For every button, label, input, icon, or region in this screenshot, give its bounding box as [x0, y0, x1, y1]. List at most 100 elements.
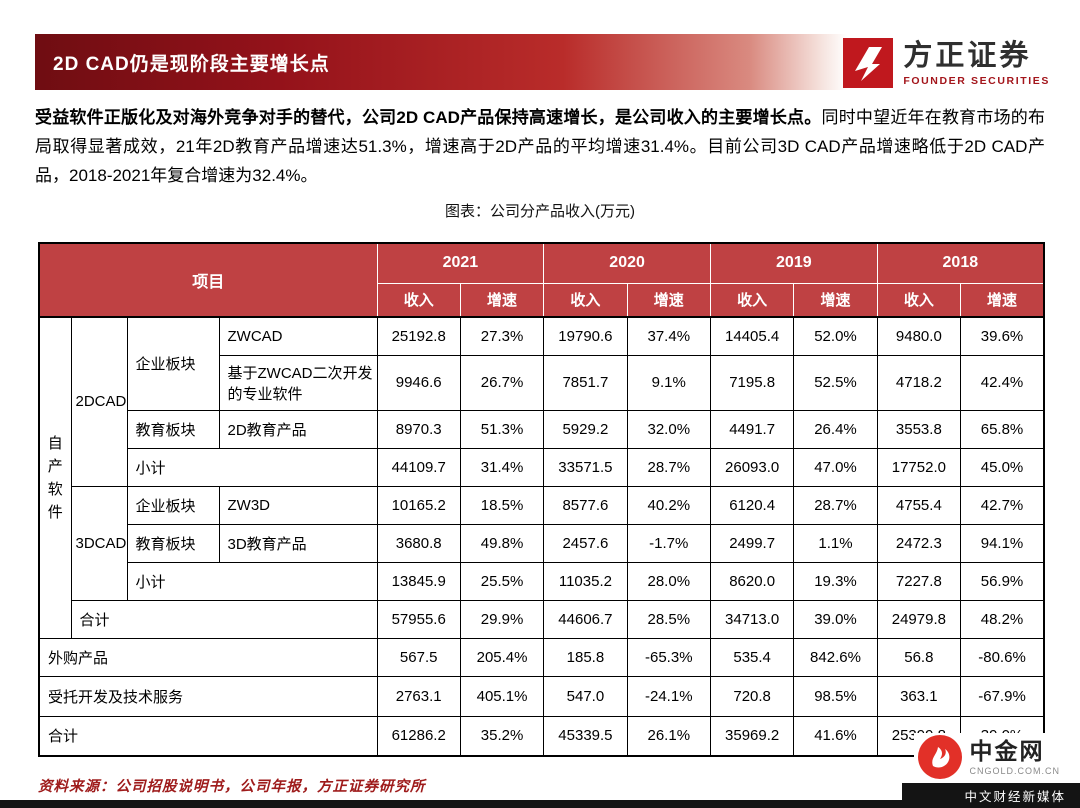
data-cell: 2457.6	[543, 523, 628, 563]
data-cell: 31.4%	[459, 447, 545, 487]
data-cell: 48.2%	[960, 599, 1045, 639]
row-self-produced-total: 合计 57955.6 29.9% 44606.7 28.5% 34713.0 3…	[39, 599, 1045, 639]
data-cell: 5929.2	[543, 409, 628, 449]
data-cell: 44606.7	[543, 599, 628, 639]
data-cell: 17752.0	[876, 447, 962, 487]
segment-label-enterprise: 企业板块	[126, 485, 220, 525]
data-cell: 13845.9	[376, 561, 461, 601]
data-cell: 26.4%	[793, 409, 878, 449]
data-cell: 94.1%	[960, 523, 1045, 563]
data-cell: -80.6%	[960, 637, 1045, 677]
data-cell: 205.4%	[459, 637, 545, 677]
data-cell: 7195.8	[709, 354, 795, 411]
subtotal-label-2d: 小计	[126, 447, 378, 487]
cngold-tagline: 中文财经新媒体	[902, 783, 1080, 808]
data-cell: 4755.4	[876, 485, 962, 525]
cngold-name: 中金网	[969, 737, 1045, 764]
data-cell: 19.3%	[793, 561, 878, 601]
summary-paragraph: 受益软件正版化及对海外竞争对手的替代，公司2D CAD产品保持高速增长，是公司收…	[35, 103, 1045, 190]
data-cell: 34713.0	[709, 599, 795, 639]
data-cell: 61286.2	[376, 715, 461, 757]
page-title: 2D CAD仍是现阶段主要增长点	[53, 53, 330, 75]
data-cell: 8620.0	[709, 561, 795, 601]
data-cell: 28.7%	[793, 485, 878, 525]
group-label-3dcad: 3DCAD	[70, 485, 128, 601]
founder-logo-icon	[843, 38, 894, 88]
row-2d-subtotal: 小计 44109.7 31.4% 33571.5 28.7% 26093.0 4…	[39, 447, 1045, 487]
data-cell: 2763.1	[376, 675, 461, 717]
data-cell: 9.1%	[626, 354, 711, 411]
data-cell: 28.7%	[626, 447, 711, 487]
data-cell: 9480.0	[876, 316, 962, 356]
group-label-2dcad: 2DCAD	[70, 316, 128, 487]
data-cell: 8970.3	[376, 409, 461, 449]
data-cell: 2499.7	[709, 523, 795, 563]
data-cell: 842.6%	[793, 637, 878, 677]
year-header-2021: 2021	[376, 242, 545, 284]
revenue-by-product-table: 项目 2021 2020 2019 2018 收入 增速 收入 增速 收入 增速…	[38, 242, 1045, 757]
product-label-zwcad: ZWCAD	[218, 316, 378, 356]
data-cell: 41.6%	[793, 715, 878, 757]
data-cell: 2472.3	[876, 523, 962, 563]
cngold-watermark: 中金网 CNGOLD.COM.CN	[914, 733, 1064, 781]
purchased-label: 外购产品	[38, 637, 378, 677]
data-cell: -24.1%	[626, 675, 711, 717]
table-caption: 图表：公司分产品收入(万元)	[445, 203, 635, 220]
data-cell: -65.3%	[626, 637, 711, 677]
table-header-row-years: 项目 2021 2020 2019 2018	[38, 242, 1045, 318]
data-cell: 40.2%	[626, 485, 711, 525]
data-cell: 720.8	[709, 675, 795, 717]
row-grand-total: 合计 61286.2 35.2% 45339.5 26.1% 35969.2 4…	[38, 715, 1045, 757]
data-cell: 44109.7	[376, 447, 461, 487]
data-cell: -1.7%	[626, 523, 711, 563]
data-cell: 26093.0	[709, 447, 795, 487]
segment-label-education: 教育板块	[126, 523, 220, 563]
row-3d-education: 教育板块 3D教育产品 3680.8 49.8% 2457.6 -1.7% 24…	[39, 523, 1045, 563]
year-header-2020: 2020	[543, 242, 711, 284]
summary-body: 同时中望近年在教育市场的布局取得显著成效，21年2D教育产品增速达51.3%，增…	[35, 108, 1045, 185]
data-cell: 39.6%	[960, 316, 1045, 356]
brand-name: 方正证券	[903, 39, 1032, 72]
cngold-text-block: 中金网 CNGOLD.COM.CN	[969, 737, 1060, 776]
data-cell: 35.2%	[459, 715, 545, 757]
row-entrusted-services: 受托开发及技术服务 2763.1 405.1% 547.0 -24.1% 720…	[38, 675, 1045, 717]
data-cell: 51.3%	[459, 409, 545, 449]
data-cell: 49.8%	[459, 523, 545, 563]
data-cell: 7851.7	[543, 354, 628, 411]
data-cell: 26.7%	[459, 354, 545, 411]
product-label-zwcad-derived: 基于ZWCAD二次开发的专业软件	[218, 354, 378, 411]
source-note: 资料来源：公司招股说明书，公司年报，方正证券研究所	[38, 779, 426, 795]
growth-header: 增速	[793, 282, 878, 318]
row-zwcad: 自产软件 2DCAD 企业板块 ZWCAD 25192.8 27.3% 1979…	[38, 316, 1045, 639]
revenue-table-wrap: 项目 2021 2020 2019 2018 收入 增速 收入 增速 收入 增速…	[38, 242, 1045, 757]
growth-header: 增速	[626, 282, 711, 318]
data-cell: 52.5%	[793, 354, 878, 411]
growth-header: 增速	[960, 282, 1045, 318]
growth-header: 增速	[459, 282, 545, 318]
cngold-logo-icon	[918, 735, 963, 779]
data-cell: 535.4	[709, 637, 795, 677]
data-cell: 47.0%	[793, 447, 878, 487]
data-cell: 567.5	[376, 637, 461, 677]
table-header-row-metrics: 收入 增速 收入 增速 收入 增速 收入 增速	[39, 282, 1045, 318]
data-cell: 35969.2	[709, 715, 795, 757]
data-cell: 37.4%	[626, 316, 711, 356]
data-cell: 56.8	[876, 637, 962, 677]
data-cell: 42.7%	[960, 485, 1045, 525]
subtotal-label-3d: 小计	[126, 561, 378, 601]
data-cell: 1.1%	[793, 523, 878, 563]
data-cell: 185.8	[543, 637, 628, 677]
entrusted-label: 受托开发及技术服务	[38, 675, 378, 717]
data-cell: -67.9%	[960, 675, 1045, 717]
data-cell: 14405.4	[709, 316, 795, 356]
summary-lead-bold: 受益软件正版化及对海外竞争对手的替代，公司2D CAD产品保持高速增长，是公司收…	[35, 108, 822, 127]
data-cell: 4491.7	[709, 409, 795, 449]
data-cell: 52.0%	[793, 316, 878, 356]
data-cell: 4718.2	[876, 354, 962, 411]
data-cell: 25.5%	[459, 561, 545, 601]
data-cell: 25192.8	[376, 316, 461, 356]
data-cell: 33571.5	[543, 447, 628, 487]
founder-securities-logo: 方正证券 FOUNDER SECURITIES	[843, 38, 1050, 88]
data-cell: 18.5%	[459, 485, 545, 525]
